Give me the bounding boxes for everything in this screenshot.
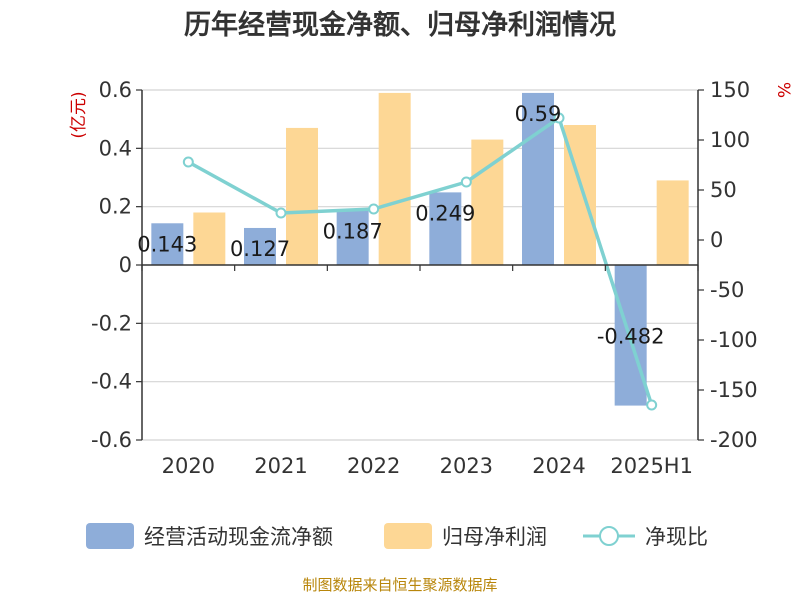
axes: 0.6 0.4 0.2 0 -0.2 -0.4 -0.6 150 100 50 0 -50 -100 -1…	[91, 78, 758, 478]
left-tick-label: -0.6	[91, 428, 132, 452]
left-tick-label: -0.4	[91, 370, 132, 394]
x-tick-label-2021: 2021	[254, 454, 307, 478]
legend-label-1: 归母净利润	[442, 525, 547, 549]
profit-bar-2021	[286, 127, 318, 266]
right-tick-label: 50	[710, 178, 737, 202]
data-label-2025H1: -0.482	[597, 324, 665, 348]
chart-title: 历年经营现金净额、归母净利润情况	[184, 9, 616, 41]
source-note: 制图数据来自恒生聚源数据库	[302, 576, 497, 594]
right-tick-label: 0	[710, 228, 723, 252]
data-label-2024: 0.59	[515, 102, 562, 126]
profit-bar-2025H1	[656, 180, 689, 265]
x-tick-label-2024: 2024	[532, 454, 585, 478]
right-axis-unit: %	[773, 82, 793, 98]
legend-swatch-1	[384, 523, 432, 549]
legend-swatch-0	[86, 523, 134, 549]
left-tick-label: 0.2	[99, 195, 132, 219]
data-label-2021: 0.127	[230, 237, 290, 261]
x-tick-label-2020: 2020	[162, 454, 215, 478]
ratio-point-2021	[275, 207, 287, 219]
ratio-point-2025H1	[646, 399, 658, 411]
profit-bar-2020	[193, 212, 226, 265]
right-tick-label: -50	[710, 278, 744, 302]
ratio-point-2023	[460, 176, 472, 188]
bars	[151, 92, 689, 406]
cashflow-bar-2024	[522, 92, 554, 266]
legend-label-0: 经营活动现金流净额	[144, 525, 333, 549]
data-label-2023: 0.249	[415, 201, 475, 225]
ratio-line	[187, 116, 654, 406]
right-tick-label: -150	[710, 378, 758, 402]
ratio-point-2022	[368, 203, 380, 215]
legend-label-2: 净现比	[645, 525, 708, 549]
profit-bar-2022	[378, 92, 411, 266]
right-tick-label: -200	[710, 428, 758, 452]
left-tick-label: 0.6	[99, 78, 132, 102]
right-tick-label: -100	[710, 328, 758, 352]
cashflow-bar-2021	[244, 227, 276, 265]
ratio-point-2020	[182, 156, 194, 168]
left-axis-unit: (亿元)	[69, 91, 89, 138]
left-tick-label: 0	[119, 253, 132, 277]
ratio-point-2024	[553, 112, 565, 124]
left-tick-label: 0.4	[99, 136, 132, 160]
data-label-2020: 0.143	[137, 232, 197, 256]
ratio-line-series	[182, 112, 658, 411]
cashflow-bar-2022	[336, 210, 369, 265]
legend-swatch-marker	[599, 526, 619, 546]
legend: 经营活动现金流净额 归母净利润 净现比	[86, 523, 708, 549]
grid-lines	[142, 89, 698, 441]
data-labels: 0.143 0.127 0.187 0.249 0.59 -0.482	[137, 102, 664, 348]
x-tick-label-2025H1: 2025H1	[610, 454, 693, 478]
cashflow-bar-2020	[151, 223, 184, 265]
cashflow-bar-2023	[429, 192, 462, 265]
x-tick-label-2023: 2023	[440, 454, 493, 478]
right-tick-label: 150	[710, 78, 750, 102]
x-tick-label-2022: 2022	[347, 454, 400, 478]
data-label-2022: 0.187	[323, 219, 383, 243]
left-tick-label: -0.2	[91, 311, 132, 335]
right-tick-label: 100	[710, 128, 750, 152]
